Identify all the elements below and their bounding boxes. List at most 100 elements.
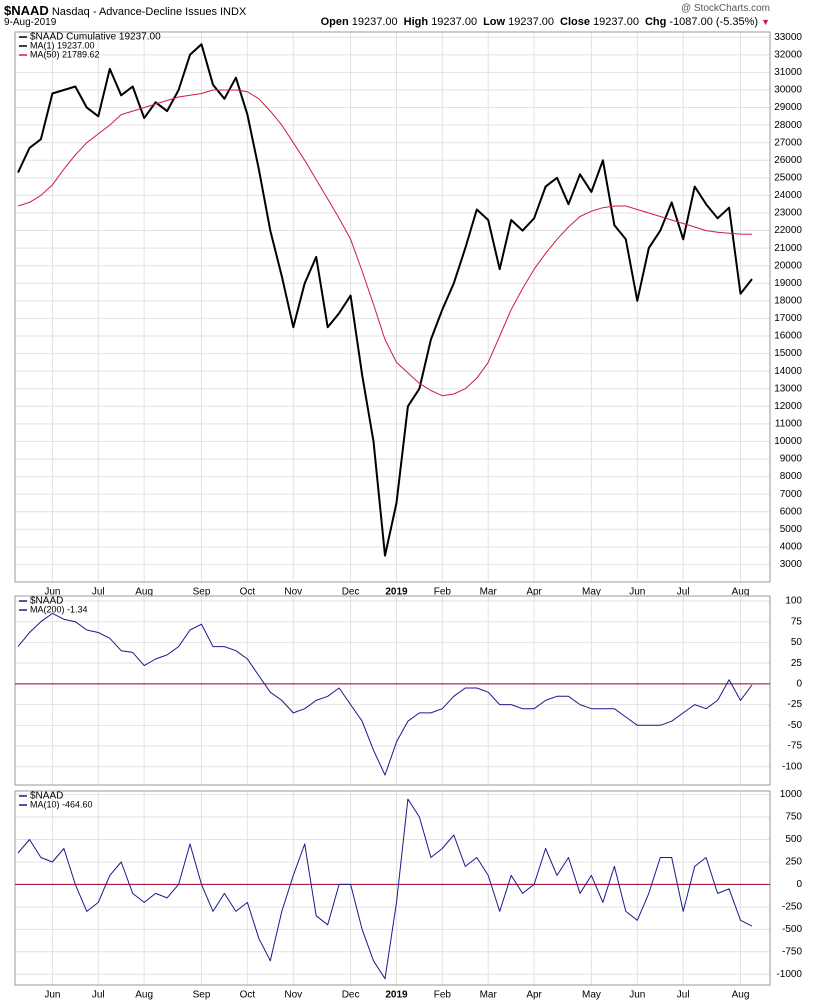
series-line: [17, 43, 753, 557]
quote-value: -1087.00 (-5.35%): [669, 16, 759, 28]
y-tick-label: 12000: [774, 401, 802, 412]
y-tick-label: 16000: [774, 331, 802, 342]
y-tick-label: 24000: [774, 190, 802, 201]
y-tick-label: 7000: [780, 489, 803, 500]
x-tick-label: Mar: [480, 587, 498, 598]
x-tick-label: Sep: [193, 587, 211, 598]
y-tick-label: 250: [785, 857, 802, 868]
x-tick-label: Aug: [732, 587, 750, 598]
quote-label: Low: [483, 16, 506, 28]
y-tick-label: -25: [788, 699, 803, 710]
y-tick-label: 4000: [780, 541, 803, 552]
quote: Open 19237.00 High 19237.00 Low 19237.00 Cl…: [315, 16, 770, 28]
y-tick-label: 500: [785, 834, 802, 845]
date: 9-Aug-2019: [4, 17, 57, 28]
series-line: [17, 612, 753, 776]
quote-label: Close: [560, 16, 590, 28]
x-tick-label: May: [582, 990, 601, 1000]
y-tick-label: 21000: [774, 243, 802, 254]
y-tick-label: 100: [785, 596, 802, 607]
quote-label: Open: [320, 16, 349, 28]
y-tick-label: 25: [791, 658, 803, 669]
credit: @ StockCharts.com: [680, 3, 770, 14]
x-tick-label: Nov: [284, 990, 302, 1000]
y-tick-label: 18000: [774, 295, 802, 306]
y-tick-label: 33000: [774, 32, 802, 43]
plot-frame: [14, 31, 771, 583]
x-tick-label: Aug: [732, 990, 750, 1000]
y-tick-label: -750: [782, 946, 802, 957]
y-tick-label: 0: [796, 879, 802, 890]
x-tick-label: Jun: [629, 990, 645, 1000]
y-tick-label: 8000: [780, 471, 803, 482]
y-tick-label: -100: [782, 761, 802, 772]
y-tick-label: 29000: [774, 102, 802, 113]
instrument-name: Nasdaq - Advance-Decline Issues INDX: [51, 6, 247, 18]
y-tick-label: 19000: [774, 278, 802, 289]
y-tick-label: 30000: [774, 85, 802, 96]
quote-value: 19237.00: [593, 16, 639, 28]
y-tick-label: -50: [788, 720, 803, 731]
y-tick-label: 5000: [780, 524, 803, 535]
down-icon: ▼: [761, 17, 770, 27]
title-row: $NAAD Nasdaq - Advance-Decline Issues IN…: [4, 3, 246, 18]
y-tick-label: 9000: [780, 454, 803, 465]
y-tick-label: 28000: [774, 120, 802, 131]
x-tick-label: Jun: [44, 990, 60, 1000]
x-tick-label: Aug: [135, 587, 153, 598]
x-tick-label: Jun: [629, 587, 645, 598]
y-tick-label: 22000: [774, 225, 802, 236]
y-tick-label: 10000: [774, 436, 802, 447]
x-tick-label: 2019: [385, 587, 408, 598]
y-tick-label: 11000: [775, 418, 803, 429]
x-tick-label: Apr: [526, 587, 542, 598]
x-tick-label: Mar: [480, 990, 498, 1000]
legend-title: $NAAD: [30, 596, 63, 607]
header: $NAAD Nasdaq - Advance-Decline Issues IN…: [0, 0, 820, 30]
y-tick-label: 3000: [780, 559, 803, 570]
plot-frame: [14, 595, 771, 786]
y-tick-label: 20000: [774, 260, 802, 271]
y-tick-label: 26000: [774, 155, 802, 166]
y-tick-label: 1000: [780, 789, 803, 800]
legend-title: $NAAD: [30, 791, 63, 802]
x-tick-label: Apr: [526, 990, 542, 1000]
quote-label: Chg: [644, 16, 667, 28]
y-tick-label: 17000: [774, 313, 802, 324]
x-tick-label: Oct: [240, 587, 256, 598]
x-tick-label: Jul: [92, 587, 105, 598]
x-tick-label: Oct: [240, 990, 256, 1000]
y-tick-label: 14000: [774, 366, 802, 377]
quote-value: 19237.00: [431, 16, 478, 28]
legend-entry: MA(50) 21789.62: [30, 49, 100, 59]
series-line: [17, 89, 753, 397]
y-tick-label: -250: [782, 902, 802, 913]
legend-entry: MA(10) -464.60: [30, 799, 93, 809]
x-tick-label: Jul: [677, 587, 690, 598]
x-tick-label: Sep: [193, 990, 211, 1000]
y-tick-label: 13000: [774, 383, 802, 394]
plot-frame: [14, 790, 771, 986]
legend-entry: MA(200) -1.34: [30, 604, 88, 614]
series-line: [17, 798, 753, 980]
x-tick-label: Jul: [677, 990, 690, 1000]
legend-entry: MA(1) 19237.00: [30, 40, 95, 50]
x-tick-label: 2019: [385, 990, 408, 1000]
y-tick-label: 75: [791, 616, 803, 627]
y-tick-label: -500: [782, 924, 802, 935]
y-tick-label: 50: [791, 637, 803, 648]
legend-title: $NAAD Cumulative 19237.00: [30, 32, 161, 43]
y-tick-label: 0: [796, 679, 802, 690]
y-tick-label: 31000: [774, 67, 802, 78]
x-tick-label: Feb: [434, 990, 452, 1000]
quote-value: 19237.00: [508, 16, 555, 28]
y-tick-label: 32000: [774, 49, 802, 60]
y-tick-label: 6000: [780, 506, 803, 517]
y-tick-label: -75: [788, 741, 803, 752]
quote-value: 19237.00: [351, 16, 398, 28]
x-tick-label: Dec: [342, 587, 360, 598]
y-tick-label: -1000: [776, 969, 802, 980]
x-tick-label: May: [582, 587, 601, 598]
x-tick-label: Dec: [342, 990, 360, 1000]
